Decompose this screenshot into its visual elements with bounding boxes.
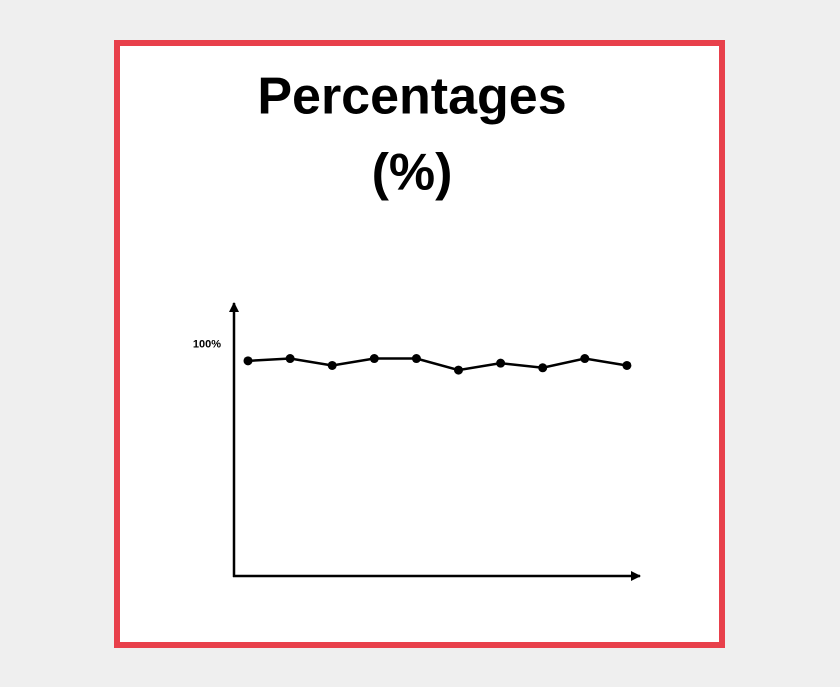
- data-point: [538, 363, 548, 373]
- data-point: [369, 354, 379, 364]
- data-point: [580, 354, 590, 364]
- data-point: [243, 356, 253, 366]
- data-point: [285, 354, 295, 364]
- data-point: [454, 365, 463, 375]
- data-point: [327, 360, 337, 370]
- data-point: [411, 354, 421, 364]
- chart-title: Percentages: [257, 68, 566, 126]
- data-point: [622, 360, 632, 370]
- chart-title: (%): [372, 144, 453, 202]
- data-point: [496, 358, 506, 368]
- plot-area: [178, 298, 645, 584]
- data-line: [247, 357, 628, 372]
- y-tick-label: 100%: [193, 339, 221, 351]
